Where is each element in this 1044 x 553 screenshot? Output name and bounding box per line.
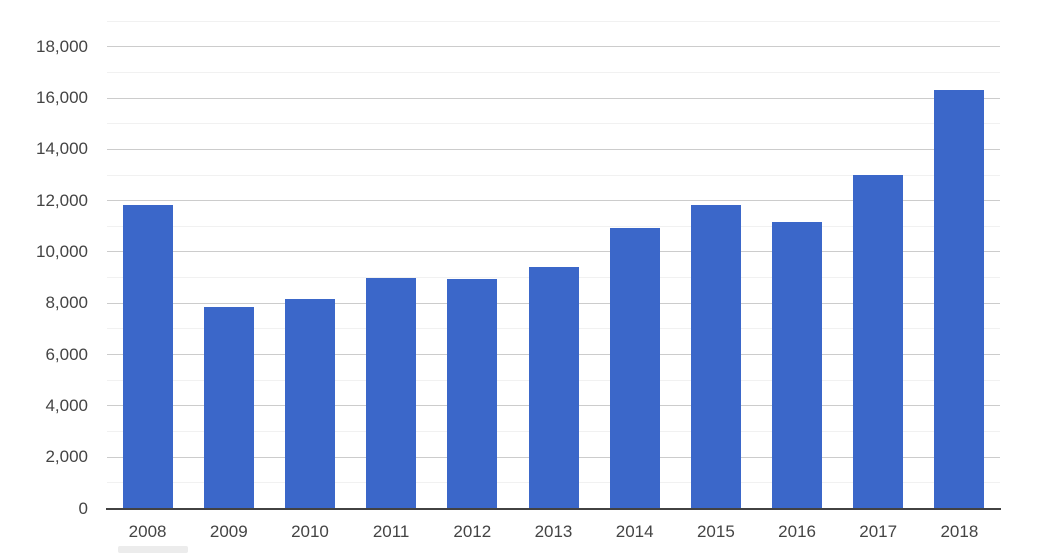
bar-2016[interactable] (772, 222, 822, 509)
minor-gridline-15000 (107, 123, 1000, 125)
bar-2009[interactable] (203, 307, 254, 509)
bar-2011[interactable] (366, 277, 417, 509)
x-tick-label-2009: 2009 (209, 521, 248, 541)
y-tick-label-2000: 2,000 (45, 447, 88, 467)
y-tick-label-6000: 6,000 (45, 344, 88, 364)
x-tick-label-2018: 2018 (940, 521, 979, 541)
x-tick-label-2012: 2012 (453, 521, 492, 541)
bar-2017[interactable] (853, 175, 904, 509)
bar-2013[interactable] (528, 267, 579, 509)
y-tick-label-18000: 18,000 (36, 36, 88, 56)
bottom-left-smudge-artifact (118, 546, 188, 553)
x-tick-label-2008: 2008 (128, 521, 167, 541)
major-gridline-18000 (107, 46, 1000, 48)
y-tick-label-16000: 16,000 (36, 88, 88, 107)
x-axis-line (106, 508, 1001, 510)
x-tick-label-2011: 2011 (372, 521, 410, 541)
y-tick-label-10000: 10,000 (36, 241, 88, 261)
y-tick-label-12000: 12,000 (36, 190, 88, 210)
x-tick-label-2014: 2014 (615, 521, 654, 541)
major-gridline-16000 (107, 97, 1000, 99)
y-tick-label-14000: 14,000 (36, 139, 88, 159)
bar-2010[interactable] (285, 299, 335, 509)
bar-2018[interactable] (934, 90, 985, 509)
minor-gridline-17000 (107, 71, 1000, 73)
bar-2014[interactable] (609, 227, 660, 509)
bar-2015[interactable] (690, 204, 741, 509)
bar-2012[interactable] (447, 278, 498, 509)
major-gridline-14000 (107, 148, 1000, 150)
x-tick-label-2010: 2010 (291, 521, 329, 541)
y-tick-label-8000: 8,000 (45, 293, 88, 313)
x-tick-label-2013: 2013 (534, 521, 573, 541)
x-tick-label-2015: 2015 (696, 521, 735, 541)
y-tick-label-4000: 4,000 (45, 395, 88, 415)
bar-2008[interactable] (122, 204, 173, 509)
x-tick-label-2017: 2017 (859, 521, 898, 541)
minor-gridline-19000 (107, 20, 1000, 22)
x-tick-label-2016: 2016 (778, 521, 816, 541)
y-tick-label-0: 0 (78, 498, 88, 518)
